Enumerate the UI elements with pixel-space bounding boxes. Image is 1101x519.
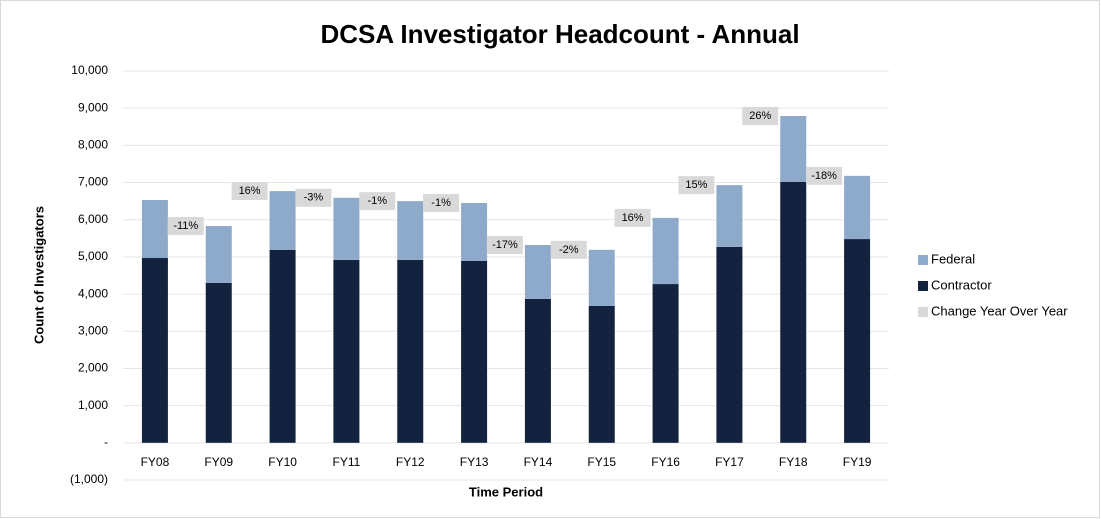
bar-segment bbox=[844, 175, 871, 240]
change-label: -18% bbox=[811, 170, 837, 182]
change-label-box bbox=[486, 236, 523, 255]
bar-segment bbox=[333, 197, 360, 260]
bar-segment bbox=[780, 181, 807, 443]
change-label: -3% bbox=[304, 192, 324, 204]
bar-segment bbox=[141, 258, 168, 443]
y-tick-label: 8,000 bbox=[78, 138, 108, 152]
legend-swatch bbox=[918, 307, 928, 317]
bar-segment bbox=[461, 260, 488, 443]
bar-segment bbox=[269, 191, 296, 250]
change-label: 15% bbox=[685, 179, 707, 191]
x-tick-label: FY19 bbox=[843, 455, 872, 469]
change-label-box bbox=[295, 188, 332, 207]
change-label-box bbox=[359, 192, 396, 211]
y-tick-label: 1,000 bbox=[78, 398, 108, 412]
y-tick-label: (1,000) bbox=[70, 472, 108, 486]
x-tick-label: FY08 bbox=[141, 455, 170, 469]
change-label-box bbox=[614, 208, 651, 227]
change-label-box bbox=[678, 176, 715, 195]
x-tick-label: FY14 bbox=[524, 455, 553, 469]
change-label: 26% bbox=[749, 110, 771, 122]
bar-segment bbox=[716, 185, 743, 247]
x-tick-label: FY13 bbox=[460, 455, 489, 469]
bar-segment bbox=[524, 298, 551, 443]
legend-label: Change Year Over Year bbox=[931, 303, 1068, 318]
change-label-box bbox=[742, 106, 779, 125]
change-label-box bbox=[423, 193, 460, 212]
x-tick-label: FY12 bbox=[396, 455, 425, 469]
x-tick-label: FY09 bbox=[204, 455, 233, 469]
y-tick-label: 3,000 bbox=[78, 323, 108, 337]
x-tick-label: FY10 bbox=[268, 455, 297, 469]
change-label-box bbox=[550, 240, 587, 259]
bar-segment bbox=[397, 201, 424, 260]
bar-segment bbox=[524, 245, 551, 299]
y-tick-label: 4,000 bbox=[78, 286, 108, 300]
legend-swatch bbox=[918, 281, 928, 291]
x-tick-label: FY15 bbox=[587, 455, 616, 469]
bar-segment bbox=[588, 249, 615, 306]
bar-segment bbox=[333, 259, 360, 443]
y-tick-label: 10,000 bbox=[71, 63, 108, 77]
x-tick-label: FY16 bbox=[651, 455, 680, 469]
change-label-box bbox=[167, 217, 204, 236]
legend-label: Federal bbox=[931, 251, 975, 266]
x-tick-label: FY11 bbox=[333, 455, 361, 469]
change-label-box bbox=[231, 182, 268, 201]
y-tick-label: 9,000 bbox=[78, 100, 108, 114]
chart-title: DCSA Investigator Headcount - Annual bbox=[320, 19, 799, 49]
legend-label: Contractor bbox=[931, 277, 992, 292]
change-label: -11% bbox=[173, 220, 198, 232]
bar-segment bbox=[205, 282, 232, 443]
change-label: -2% bbox=[559, 244, 579, 256]
bar-segment bbox=[397, 259, 424, 443]
bar-segment bbox=[652, 284, 679, 443]
change-label: -17% bbox=[492, 239, 518, 251]
bar-segment bbox=[652, 217, 679, 285]
bar-segment bbox=[269, 249, 296, 443]
x-tick-label: FY17 bbox=[715, 455, 744, 469]
y-tick-label: 2,000 bbox=[78, 361, 108, 375]
x-tick-label: FY18 bbox=[779, 455, 808, 469]
y-axis-label: Count of Investigators bbox=[31, 206, 46, 344]
bar-segment bbox=[716, 246, 743, 443]
y-tick-label: 5,000 bbox=[78, 249, 108, 263]
change-label-box bbox=[806, 166, 843, 185]
change-label: 16% bbox=[622, 212, 644, 224]
y-tick-label: 6,000 bbox=[78, 212, 108, 226]
bar-segment bbox=[205, 226, 232, 283]
legend-swatch bbox=[918, 255, 928, 265]
bar-segment bbox=[141, 200, 168, 259]
change-label: 16% bbox=[239, 185, 261, 197]
bar-segment bbox=[588, 305, 615, 443]
change-label: -1% bbox=[431, 197, 451, 209]
bar-segment bbox=[461, 202, 488, 261]
bar-segment bbox=[780, 115, 807, 182]
bar-segment bbox=[844, 239, 871, 443]
x-axis-label: Time Period bbox=[469, 484, 543, 499]
change-label: -1% bbox=[367, 195, 387, 207]
y-tick-label: - bbox=[104, 435, 108, 449]
y-tick-label: 7,000 bbox=[78, 175, 108, 189]
